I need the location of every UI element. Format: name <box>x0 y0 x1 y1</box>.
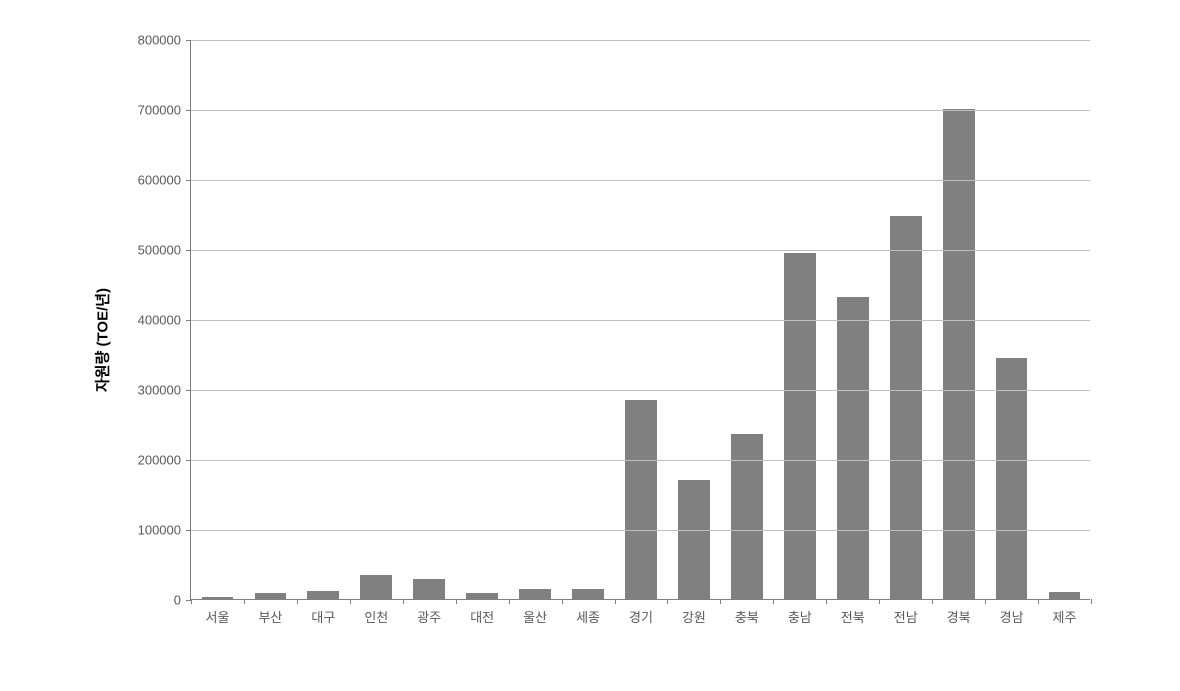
y-tick-label: 600000 <box>138 173 181 188</box>
y-tick-mark <box>186 460 191 461</box>
x-tick-mark <box>244 599 245 604</box>
x-tick-label: 경기 <box>629 607 653 626</box>
x-tick-mark <box>350 599 351 604</box>
x-tick-label: 대전 <box>470 607 494 626</box>
bar <box>837 297 869 599</box>
x-tick-mark <box>403 599 404 604</box>
x-tick-mark <box>667 599 668 604</box>
x-tick-label: 경북 <box>947 607 971 626</box>
y-tick-mark <box>186 390 191 391</box>
gridline <box>191 390 1090 391</box>
x-tick-label: 충북 <box>735 607 759 626</box>
bar <box>519 589 551 600</box>
bar <box>784 253 816 599</box>
y-tick-label: 300000 <box>138 383 181 398</box>
y-tick-mark <box>186 250 191 251</box>
y-tick-label: 500000 <box>138 243 181 258</box>
y-tick-mark <box>186 530 191 531</box>
x-tick-mark <box>456 599 457 604</box>
bar <box>572 589 604 600</box>
x-tick-label: 충남 <box>788 607 812 626</box>
bar <box>307 591 339 599</box>
x-tick-label: 광주 <box>417 607 441 626</box>
x-tick-label: 경남 <box>1000 607 1024 626</box>
x-tick-label: 인천 <box>364 607 388 626</box>
y-tick-label: 200000 <box>138 453 181 468</box>
bar <box>255 593 287 599</box>
x-tick-label: 부산 <box>258 607 282 626</box>
x-tick-mark <box>1038 599 1039 604</box>
x-tick-mark <box>297 599 298 604</box>
bar <box>943 109 975 599</box>
gridline <box>191 250 1090 251</box>
x-tick-label: 전북 <box>841 607 865 626</box>
chart-container: 자원량 (TOE/년) 0100000200000300000400000500… <box>130 40 1130 640</box>
x-tick-mark <box>720 599 721 604</box>
gridline <box>191 110 1090 111</box>
bar <box>202 597 234 599</box>
plot-area: 0100000200000300000400000500000600000700… <box>190 40 1090 600</box>
x-tick-mark <box>562 599 563 604</box>
y-tick-mark <box>186 110 191 111</box>
x-tick-label: 강원 <box>682 607 706 626</box>
bar <box>678 480 710 599</box>
gridline <box>191 40 1090 41</box>
bar <box>625 400 657 600</box>
x-tick-mark <box>932 599 933 604</box>
bar <box>1049 592 1081 599</box>
gridline <box>191 460 1090 461</box>
y-tick-label: 700000 <box>138 103 181 118</box>
x-tick-mark <box>773 599 774 604</box>
x-tick-mark <box>509 599 510 604</box>
bar <box>731 434 763 599</box>
x-tick-mark <box>985 599 986 604</box>
x-tick-mark <box>879 599 880 604</box>
x-tick-label: 대구 <box>311 607 335 626</box>
bar <box>360 575 392 599</box>
x-tick-mark <box>826 599 827 604</box>
bar <box>996 358 1028 599</box>
x-tick-mark <box>1091 599 1092 604</box>
y-tick-mark <box>186 180 191 181</box>
x-tick-label: 제주 <box>1053 607 1077 626</box>
x-tick-label: 서울 <box>206 607 230 626</box>
x-tick-mark <box>191 599 192 604</box>
gridline <box>191 320 1090 321</box>
y-tick-label: 400000 <box>138 313 181 328</box>
gridline <box>191 530 1090 531</box>
bar <box>413 579 445 599</box>
x-tick-mark <box>615 599 616 604</box>
x-tick-label: 전남 <box>894 607 918 626</box>
y-tick-label: 0 <box>174 593 181 608</box>
bar <box>890 216 922 599</box>
y-axis-label: 자원량 (TOE/년) <box>92 288 113 392</box>
y-tick-label: 100000 <box>138 523 181 538</box>
y-tick-mark <box>186 40 191 41</box>
bar <box>466 593 498 599</box>
x-tick-label: 울산 <box>523 607 547 626</box>
y-tick-mark <box>186 320 191 321</box>
y-tick-label: 800000 <box>138 33 181 48</box>
gridline <box>191 180 1090 181</box>
x-tick-label: 세종 <box>576 607 600 626</box>
